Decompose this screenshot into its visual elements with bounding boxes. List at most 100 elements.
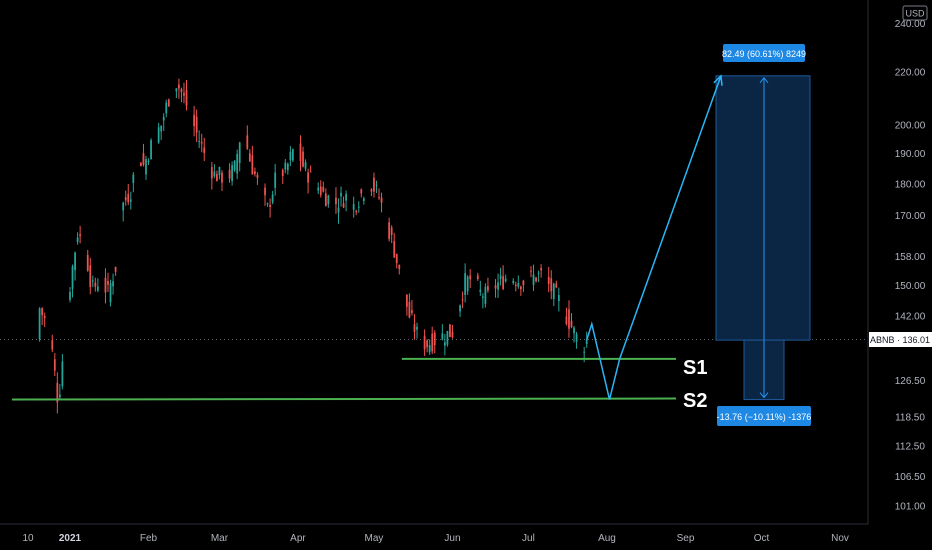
candle-body <box>416 326 418 330</box>
candle-body <box>532 274 535 286</box>
time-axis-label: Mar <box>211 533 229 544</box>
candle-body <box>233 160 236 171</box>
candle-body <box>43 315 46 319</box>
candle-body <box>408 301 411 318</box>
candle-body <box>218 166 221 175</box>
candle-body <box>231 165 233 181</box>
candle-body <box>236 154 239 174</box>
candle-body <box>370 189 373 192</box>
candle-body <box>324 193 327 207</box>
candle-body <box>337 207 340 213</box>
candle-body <box>71 266 74 289</box>
candle-body <box>38 308 41 339</box>
candle-body <box>514 284 517 286</box>
long-position-tool[interactable] <box>715 75 811 401</box>
time-axis-label: Jun <box>444 533 460 544</box>
time-axis-label: 10 <box>22 533 34 544</box>
candle-body <box>512 280 515 284</box>
candle-body <box>216 174 218 182</box>
price-axis-label: 200.00 <box>895 121 926 132</box>
candle-body <box>540 268 543 271</box>
candle-body <box>459 305 461 312</box>
candle-body <box>248 153 251 162</box>
candle-body <box>535 277 537 282</box>
candle-body <box>183 92 185 96</box>
candle-body <box>380 197 383 203</box>
candle-body <box>74 252 76 271</box>
time-axis[interactable]: 10 2021 Feb Mar Apr May Jun Jul Aug Sep Oct Nov <box>22 533 848 544</box>
candle-body <box>449 324 451 338</box>
target-label-text: 82.49 (60.61%) 8249 <box>722 49 806 59</box>
candle-body <box>299 143 302 162</box>
candle-body <box>61 361 64 387</box>
candle-body <box>340 192 342 197</box>
candle-body <box>142 153 145 165</box>
time-axis-label: Feb <box>140 533 158 544</box>
candle-body <box>200 142 203 144</box>
candle-body <box>550 278 553 292</box>
price-axis-label: 142.00 <box>895 312 926 323</box>
candle-body <box>86 254 89 271</box>
support-line-s2[interactable] <box>11 397 677 401</box>
candle-body <box>69 291 71 300</box>
time-axis-label: Jul <box>522 533 535 544</box>
candle-body <box>355 210 358 212</box>
candle-body <box>271 194 274 203</box>
candle-body <box>388 222 391 239</box>
candle-body <box>203 147 206 153</box>
candle-body <box>443 342 446 346</box>
candle-body <box>519 286 522 290</box>
candle-body <box>284 162 287 170</box>
candle-body <box>274 172 277 188</box>
candle-body <box>162 116 165 121</box>
time-axis-label: Sep <box>677 533 695 544</box>
s1-label: S1 <box>683 357 707 379</box>
last-price-tag-bg <box>869 332 932 347</box>
target-zone[interactable] <box>715 75 811 341</box>
candle-body <box>322 186 325 192</box>
candle-body <box>423 335 426 350</box>
currency-badge[interactable]: USD <box>902 5 928 21</box>
price-axis-label: 118.50 <box>895 412 925 423</box>
candle-body <box>165 102 168 114</box>
candle-body <box>373 177 375 192</box>
candle-body <box>494 285 497 289</box>
candle-body <box>517 283 520 287</box>
target-label: 82.49 (60.61%) 8249 <box>722 44 806 62</box>
candle-body <box>79 234 82 237</box>
candle-body <box>104 277 107 293</box>
candle-body <box>254 171 256 174</box>
candle-body <box>107 281 109 285</box>
candle-body <box>499 275 502 279</box>
candle-body <box>281 169 284 176</box>
candle-body <box>96 286 99 291</box>
candle-body <box>476 275 479 279</box>
candle-body <box>568 309 570 329</box>
projection-path[interactable] <box>585 75 722 400</box>
candle-body <box>469 275 472 280</box>
price-axis-label: 170.00 <box>895 211 926 222</box>
candle-body <box>292 149 294 161</box>
candle-body <box>570 320 573 328</box>
candle-body <box>213 171 216 177</box>
candle-body <box>304 162 307 169</box>
candle-body <box>178 84 180 89</box>
candle-body <box>264 187 266 196</box>
candle-body <box>441 333 444 340</box>
candle-body <box>335 197 337 205</box>
price-axis[interactable]: 240.00 220.00 200.00 190.00 180.00 170.00 158.… <box>895 19 926 513</box>
candle-body <box>342 203 345 208</box>
target-arrow-head <box>759 77 769 84</box>
stop-label-bg <box>717 406 811 426</box>
price-axis-label: 158.00 <box>895 252 926 263</box>
price-axis-label: 180.00 <box>895 179 926 190</box>
candle-body <box>479 289 482 292</box>
time-axis-label: Aug <box>598 533 616 544</box>
candle-body <box>413 324 416 332</box>
candle-body <box>555 283 558 288</box>
candle-body <box>180 88 183 93</box>
price-axis-label: 126.50 <box>895 376 926 387</box>
candle-body <box>289 151 292 161</box>
candle-body <box>114 266 117 272</box>
